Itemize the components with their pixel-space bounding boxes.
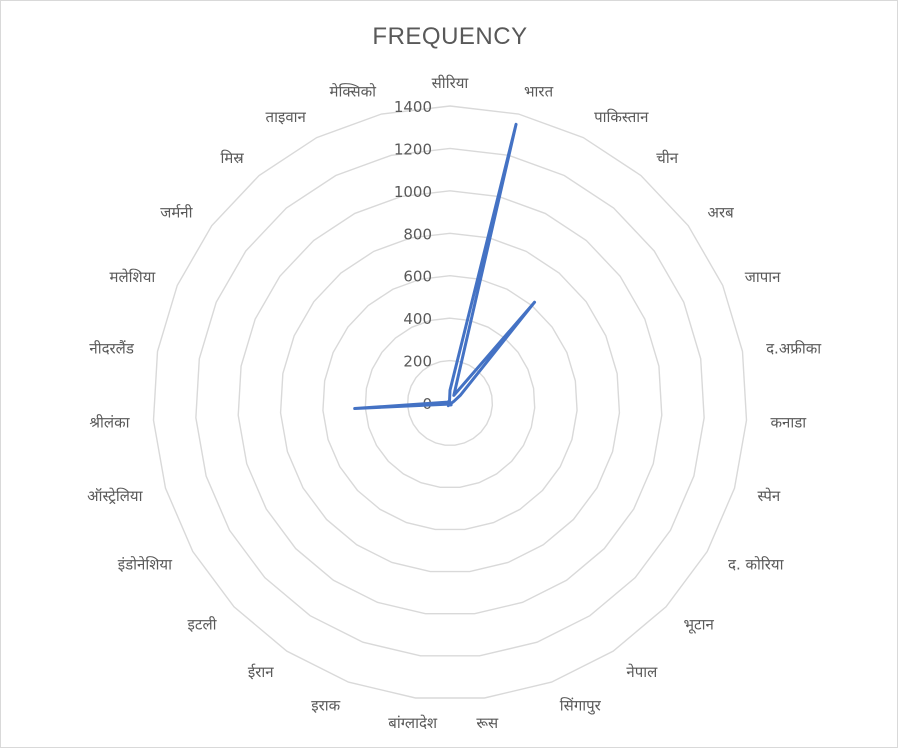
axis-tick-label: 600 (403, 268, 432, 286)
grid-ring (322, 275, 578, 531)
grid-ring (195, 147, 705, 657)
category-label: ईरान (248, 663, 274, 681)
category-label: नेपाल (626, 663, 658, 681)
category-label: श्रीलंका (89, 414, 130, 432)
category-label: अरब (708, 203, 735, 221)
axis-tick-label: 200 (403, 353, 432, 371)
category-label: नीदरलैंड (89, 339, 134, 357)
category-label: इंडोनेशिया (118, 556, 173, 574)
category-label: ताइवान (266, 108, 307, 126)
grid-ring (237, 190, 663, 615)
category-label: स्पेन (758, 487, 781, 505)
category-label: रूस (476, 714, 499, 732)
axis-tick-label: 1200 (394, 140, 432, 158)
grid-ring (279, 232, 621, 573)
category-label: द.अफ्रीका (766, 339, 822, 357)
series-line (353, 122, 537, 411)
chart-title: FREQUENCY (372, 23, 528, 50)
category-label: इराक (311, 697, 340, 715)
category-label: भूटान (684, 615, 715, 634)
grid-ring (152, 105, 748, 699)
axis-tick-label: 1000 (394, 183, 432, 201)
category-label: जर्मनी (160, 203, 193, 221)
category-label: इटली (188, 615, 218, 633)
category-label: भारत (524, 83, 554, 101)
category-label: बांग्लादेश (388, 714, 438, 732)
category-label: पाकिस्तान (594, 108, 649, 126)
axis-tick-label: 1400 (394, 98, 432, 116)
category-label: ऑस्ट्रेलिया (87, 487, 143, 505)
category-label: जापान (745, 268, 781, 286)
axis-tick-label: 400 (403, 310, 432, 328)
grid-ring (406, 359, 494, 446)
category-label: द. कोरिया (728, 556, 785, 574)
category-label: चीन (656, 149, 678, 167)
axis-tick-label: 800 (403, 225, 432, 243)
category-label: मलेशिया (109, 268, 156, 286)
category-label: सिंगापुर (560, 697, 602, 716)
category-label: मेक्सिको (330, 83, 378, 101)
category-label: सीरिया (432, 74, 470, 92)
grid-ring (364, 317, 536, 488)
category-label: मिस्र (221, 149, 245, 167)
category-label: कनाडा (771, 414, 808, 432)
